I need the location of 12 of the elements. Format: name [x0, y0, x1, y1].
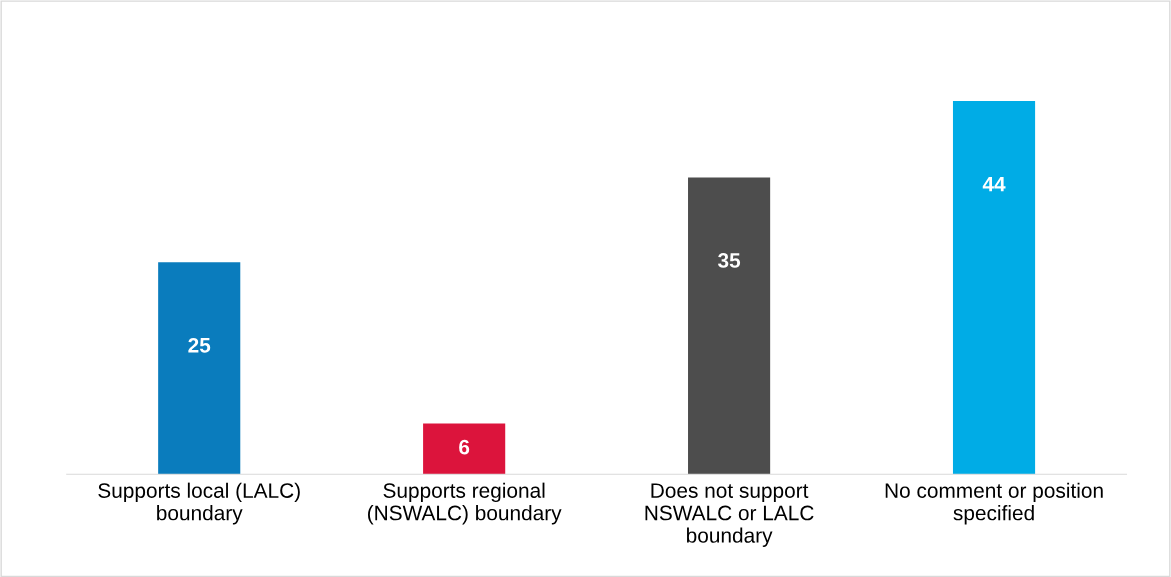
data-label: 6: [459, 439, 470, 455]
x-tick-label: Does not support NSWALC or LALC boundary: [645, 483, 814, 547]
bar: [158, 262, 241, 475]
x-tick-label: Supports local (LALC) boundary: [98, 482, 300, 525]
x-tick-label: Supports regional (NSWALC) boundary: [368, 482, 562, 525]
data-label: 44: [982, 176, 1006, 192]
bar: [423, 423, 506, 475]
bar: [952, 101, 1036, 475]
bar: [688, 177, 771, 475]
data-label: 35: [717, 253, 741, 268]
x-tick-label: No comment or position specified: [885, 482, 1103, 525]
data-label: 25: [188, 337, 211, 353]
